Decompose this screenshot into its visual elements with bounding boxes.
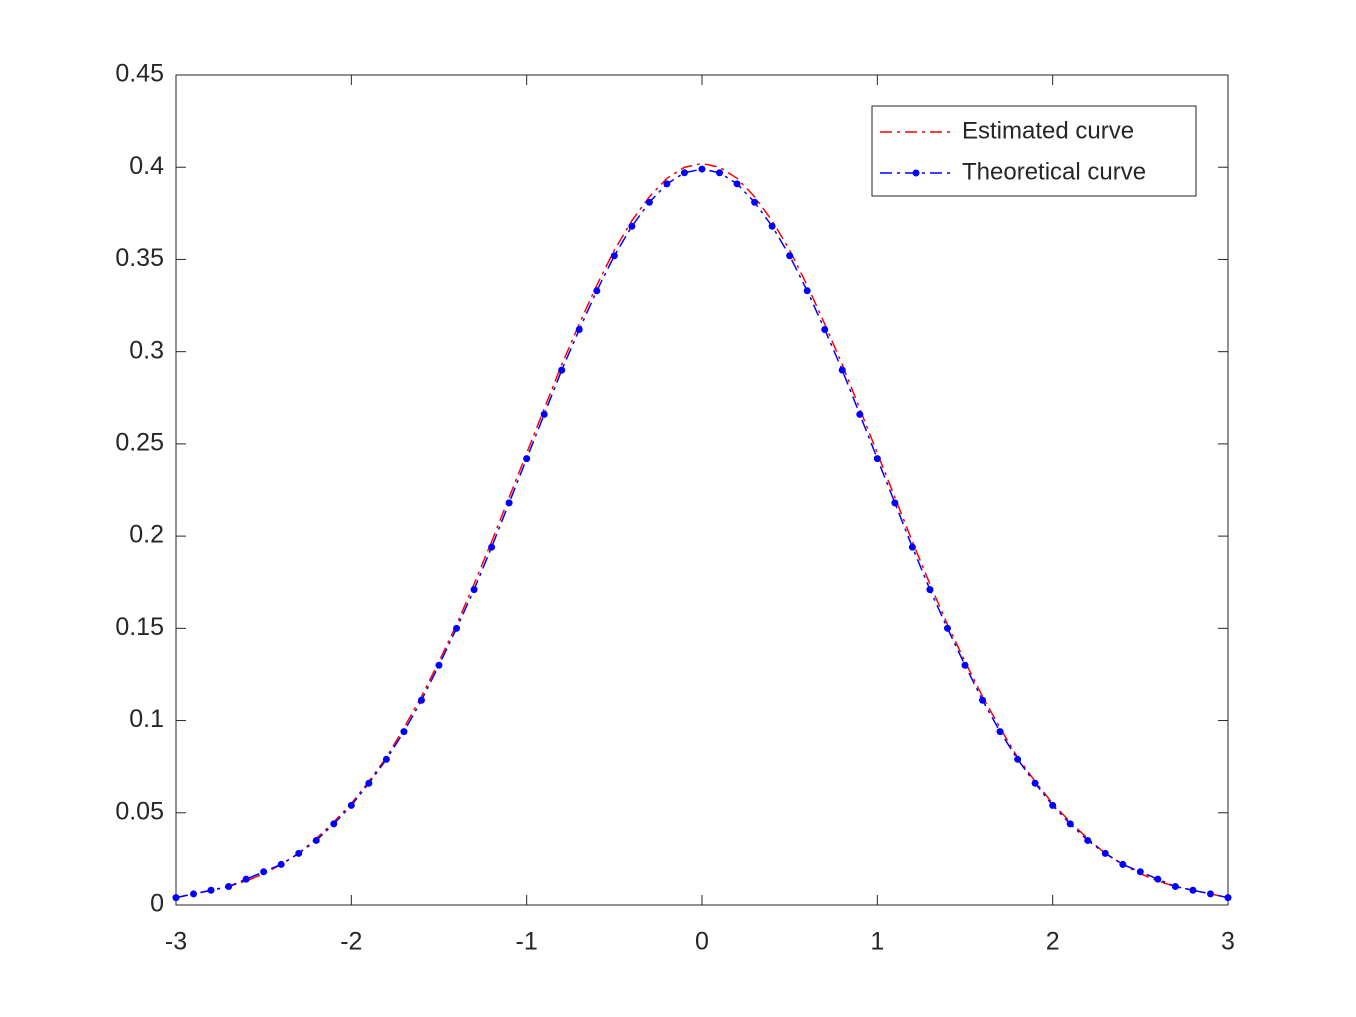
marker [242,875,250,883]
marker [295,849,303,857]
marker [1066,820,1074,828]
marker [1049,801,1057,809]
x-tick-label: -1 [516,928,538,956]
marker [1084,836,1092,844]
marker [979,696,987,704]
marker [751,198,759,206]
marker [1101,849,1109,857]
y-tick-label: 0.1 [129,705,164,733]
marker [347,801,355,809]
y-tick-label: 0.4 [129,152,164,180]
marker [523,455,531,463]
marker [733,180,741,188]
marker [488,543,496,551]
marker [540,410,548,418]
marker [698,165,706,173]
y-tick-label: 0.35 [115,244,164,272]
marker [172,894,180,902]
marker [943,624,951,632]
marker [803,287,811,295]
marker [260,868,268,876]
marker [505,499,513,507]
marker [330,820,338,828]
marker [926,586,934,594]
marker [768,222,776,230]
marker [645,198,653,206]
marker [558,366,566,374]
marker [225,883,233,891]
marker [1014,755,1022,763]
y-tick-label: 0.15 [115,613,164,641]
marker [856,410,864,418]
marker [365,779,373,787]
x-tick-label: 0 [695,928,709,956]
marker [190,890,198,898]
y-tick-label: 0.45 [115,60,164,88]
marker [593,287,601,295]
marker [435,661,443,669]
marker [1206,890,1214,898]
marker [1224,894,1232,902]
legend-box [871,105,1197,197]
y-tick-label: 0 [150,890,164,918]
x-tick-label: 3 [1221,928,1235,956]
marker [821,326,829,334]
y-tick-label: 0.05 [115,797,164,825]
marker [1154,875,1162,883]
y-tick-label: 0.25 [115,428,164,456]
marker [575,326,583,334]
marker [400,728,408,736]
marker [663,180,671,188]
marker [382,755,390,763]
marker [908,543,916,551]
y-tick-label: 0.3 [129,336,164,364]
marker [996,728,1004,736]
marker [1119,860,1127,868]
marker [628,222,636,230]
legend-label: Theoretical curve [962,158,1146,185]
marker [453,624,461,632]
marker [838,366,846,374]
marker [277,860,285,868]
marker [470,586,478,594]
marker [1171,883,1179,891]
marker [312,836,320,844]
marker [891,499,899,507]
legend-label: Estimated curve [962,117,1134,144]
marker [1189,886,1197,894]
marker [610,252,618,260]
marker [417,696,425,704]
marker [207,886,215,894]
marker [716,169,724,177]
marker [1136,868,1144,876]
y-tick-label: 0.2 [129,521,164,549]
x-tick-label: -3 [165,928,187,956]
legend-marker [912,169,920,177]
marker [786,252,794,260]
axes-box [175,74,1229,906]
marker [961,661,969,669]
x-tick-label: 2 [1046,928,1060,956]
x-tick-label: -2 [340,928,362,956]
marker [873,455,881,463]
marker [1031,779,1039,787]
marker [680,169,688,177]
x-tick-label: 1 [870,928,884,956]
